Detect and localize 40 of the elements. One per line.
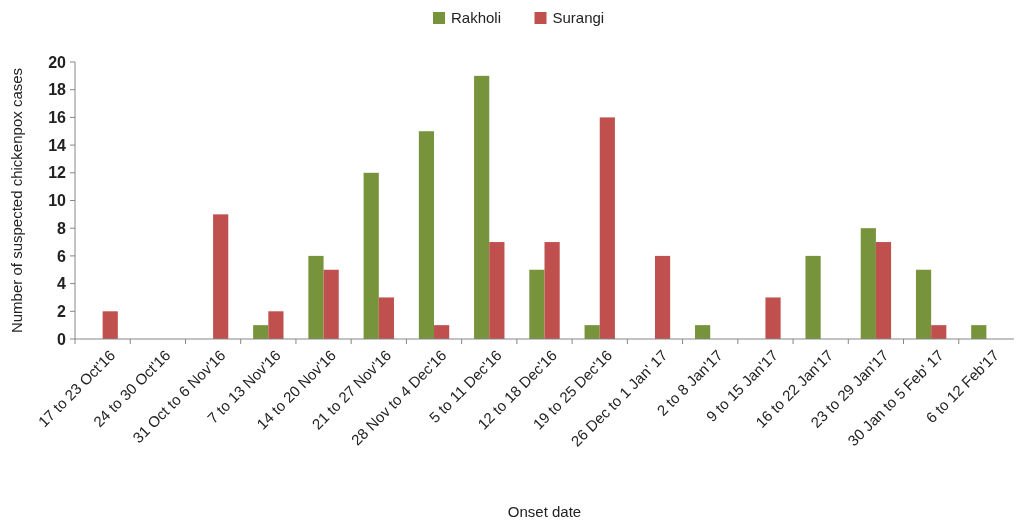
bar	[765, 297, 781, 339]
bar	[378, 297, 394, 339]
bar	[915, 269, 932, 339]
bar	[213, 214, 229, 339]
legend-label: Surangi	[552, 9, 605, 27]
y-tick-label: 12	[48, 164, 67, 182]
bar	[931, 325, 947, 339]
y-axis-title: Number of suspected chickenpox cases	[8, 67, 25, 334]
bar	[253, 325, 269, 339]
bar	[654, 255, 671, 339]
y-tick-label: 2	[57, 302, 67, 320]
bar	[323, 269, 339, 339]
bar	[268, 311, 284, 339]
y-tick-label: 10	[48, 192, 67, 210]
bar	[599, 117, 615, 339]
bar	[860, 228, 876, 339]
bar	[875, 242, 892, 339]
bar	[474, 75, 490, 339]
bar	[489, 242, 505, 339]
bar	[363, 172, 379, 339]
x-axis-title: Onset date	[507, 503, 582, 520]
bar	[529, 269, 545, 339]
bar	[544, 242, 560, 339]
bar	[805, 255, 821, 339]
y-tick-label: 0	[57, 330, 67, 348]
y-tick-label: 18	[48, 81, 67, 99]
bar	[102, 311, 118, 339]
bar	[584, 325, 600, 339]
y-tick-label: 16	[48, 109, 67, 126]
bar	[308, 255, 324, 339]
bar	[695, 325, 711, 339]
y-tick-label: 14	[48, 136, 67, 154]
legend-label: Rakholi	[451, 9, 502, 27]
y-tick-label: 8	[57, 219, 67, 237]
y-tick-label: 20	[48, 53, 67, 71]
bar	[418, 131, 435, 339]
bar	[434, 325, 450, 339]
y-tick-label: 6	[57, 247, 67, 265]
y-tick-label: 4	[57, 275, 67, 293]
bar	[971, 325, 987, 339]
